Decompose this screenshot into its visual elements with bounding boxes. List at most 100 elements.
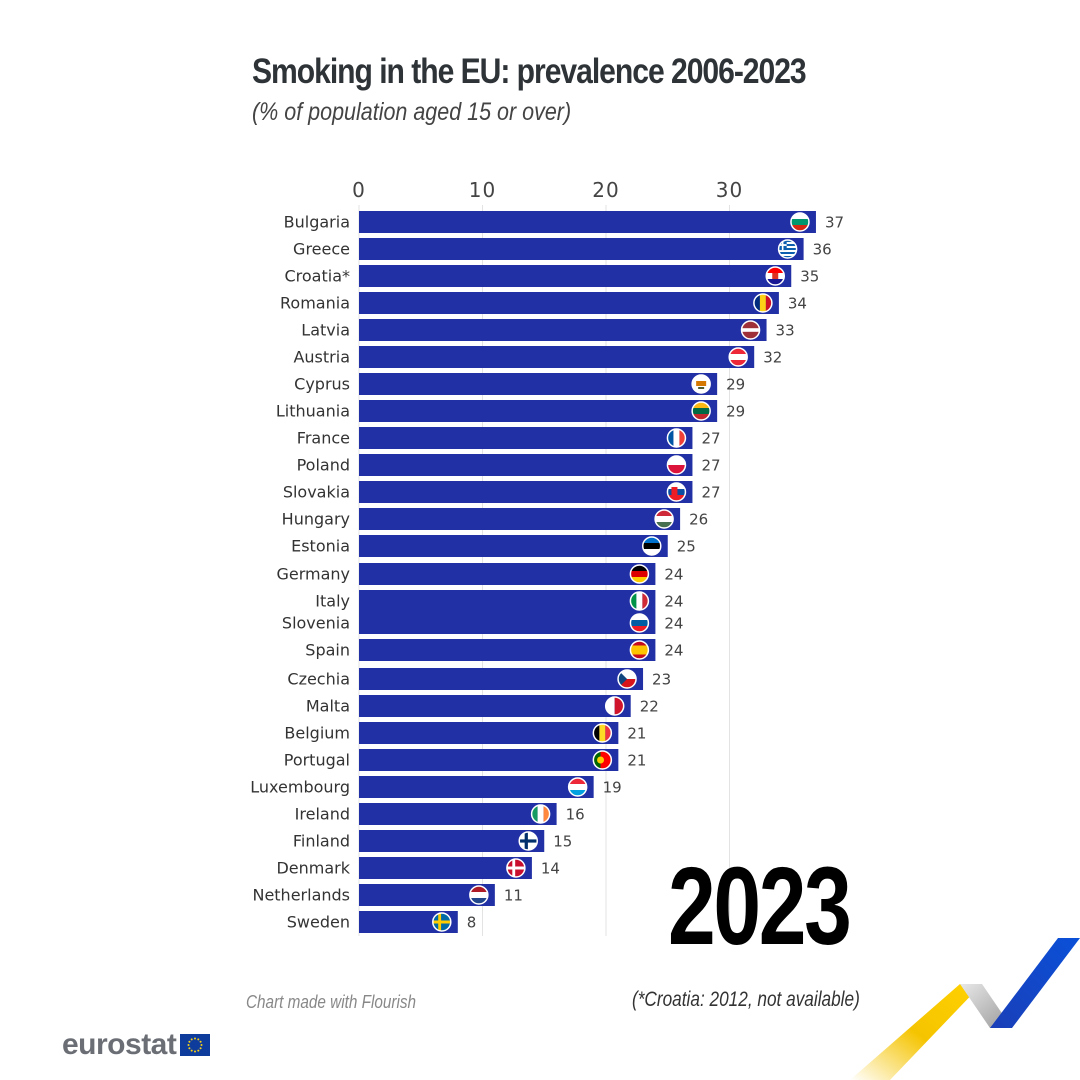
bar <box>359 481 693 503</box>
flag-netherlands-icon <box>469 886 488 904</box>
data-label: 21 <box>627 725 646 743</box>
flag-malta-icon <box>605 697 624 715</box>
bar <box>359 508 681 530</box>
category-label: Portugal <box>284 751 350 770</box>
flag-germany-icon <box>630 565 649 583</box>
bar <box>359 238 804 260</box>
data-label: 36 <box>813 241 832 259</box>
bar <box>359 639 656 661</box>
x-tick-label: 30 <box>716 178 743 202</box>
data-label: 29 <box>726 403 745 421</box>
x-tick-label: 0 <box>352 178 366 202</box>
data-label: 21 <box>627 752 646 770</box>
data-label: 27 <box>701 457 720 475</box>
bar-chart: 0 10 20 30 Bulgaria 37 Greece 36 Croatia* 35 Roman… <box>250 178 844 936</box>
data-label: 26 <box>689 511 708 529</box>
bar <box>359 211 816 233</box>
eu-flag-icon <box>180 1034 211 1056</box>
data-label: 32 <box>763 349 782 367</box>
bar <box>359 292 779 314</box>
data-label: 33 <box>776 322 795 340</box>
bar <box>359 911 458 933</box>
data-label: 37 <box>825 214 844 232</box>
flag-latvia-icon <box>741 321 760 339</box>
category-label: Germany <box>276 565 350 584</box>
category-label: Austria <box>293 348 350 367</box>
bar <box>359 830 545 852</box>
flag-poland-icon <box>667 456 686 474</box>
data-label: 22 <box>640 698 659 716</box>
bar <box>359 749 619 771</box>
category-label: Belgium <box>284 724 350 743</box>
category-label: Lithuania <box>276 402 350 421</box>
data-label: 11 <box>504 887 523 905</box>
flag-bulgaria-icon <box>790 213 809 231</box>
category-label: Slovenia <box>282 614 350 633</box>
flag-italy-icon <box>630 592 649 610</box>
category-label: Slovakia <box>283 483 350 502</box>
decorative-swoosh <box>850 938 1080 1080</box>
category-label: Cyprus <box>294 375 350 394</box>
flag-croatia-icon <box>766 267 785 285</box>
data-label: 16 <box>566 806 585 824</box>
flag-greece-icon <box>778 240 797 258</box>
footnote: (*Croatia: 2012, not available) <box>632 988 860 1011</box>
data-label: 8 <box>467 914 477 932</box>
data-label: 19 <box>603 779 622 797</box>
bar <box>359 668 644 690</box>
chart-subtitle: (% of population aged 15 or over) <box>252 98 572 126</box>
eurostat-logo: eurostat <box>62 1028 211 1061</box>
category-label: Hungary <box>282 510 350 529</box>
flag-denmark-icon <box>506 859 525 877</box>
flag-slovenia-icon <box>630 614 649 632</box>
data-label: 27 <box>701 430 720 448</box>
category-label: Bulgaria <box>284 213 350 232</box>
bar <box>359 373 718 395</box>
category-label: Sweden <box>287 913 350 932</box>
flag-belgium-icon <box>593 724 612 742</box>
category-label: Latvia <box>301 321 350 340</box>
category-label: Italy <box>315 592 350 611</box>
flag-luxembourg-icon <box>568 778 587 796</box>
bar <box>359 722 619 744</box>
flag-sweden-icon <box>432 913 451 931</box>
data-label: 25 <box>677 538 696 556</box>
flag-cyprus-icon <box>692 375 711 393</box>
category-label: Netherlands <box>252 886 350 905</box>
data-label: 23 <box>652 671 671 689</box>
data-label: 24 <box>664 615 683 633</box>
flag-hungary-icon <box>655 510 674 528</box>
bar <box>359 857 532 879</box>
flag-czechia-icon <box>618 670 637 688</box>
category-label: Estonia <box>291 537 350 556</box>
bar <box>359 884 495 906</box>
x-tick-label: 20 <box>592 178 619 202</box>
category-label: France <box>297 429 350 448</box>
category-label: Finland <box>293 832 350 851</box>
bar <box>359 612 656 634</box>
flag-estonia-icon <box>642 537 661 555</box>
flag-austria-icon <box>729 348 748 366</box>
data-label: 27 <box>701 484 720 502</box>
year-label: 2023 <box>668 845 852 968</box>
data-label: 34 <box>788 295 807 313</box>
category-label: Greece <box>293 240 350 259</box>
data-label: 35 <box>800 268 819 286</box>
eurostat-wordmark: eurostat <box>62 1028 177 1061</box>
category-label: Denmark <box>276 859 350 878</box>
flag-lithuania-icon <box>692 402 711 420</box>
data-label: 14 <box>541 860 560 878</box>
bar <box>359 454 693 476</box>
bar <box>359 695 631 717</box>
bar <box>359 563 656 585</box>
category-label: Poland <box>297 456 350 475</box>
data-label: 24 <box>664 593 683 611</box>
category-label: Croatia* <box>284 267 350 286</box>
bar <box>359 427 693 449</box>
category-label: Ireland <box>295 805 350 824</box>
category-label: Romania <box>280 294 350 313</box>
bar <box>359 346 755 368</box>
bar <box>359 400 718 422</box>
bar <box>359 776 594 798</box>
flag-slovakia-icon <box>667 483 686 501</box>
